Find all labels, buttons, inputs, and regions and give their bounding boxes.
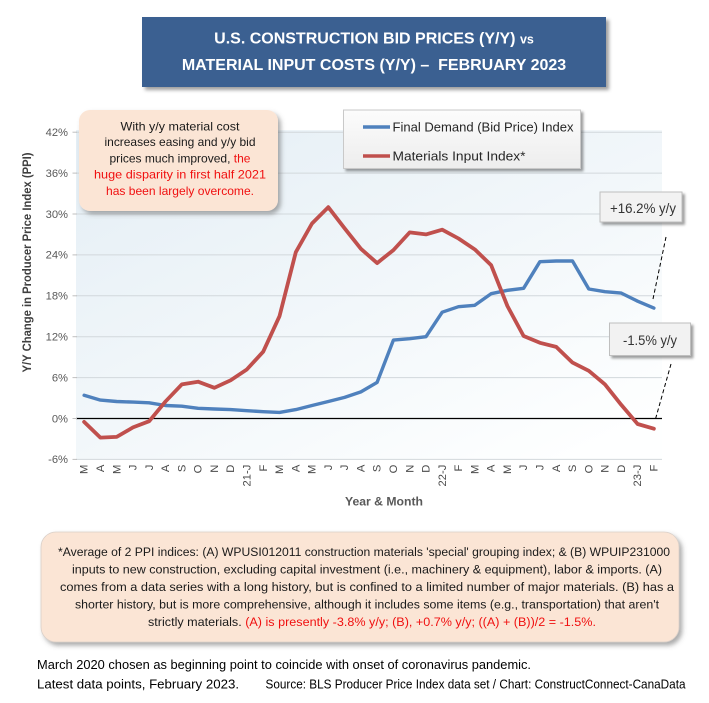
svg-text:M: M (274, 465, 286, 474)
svg-text:D: D (616, 465, 628, 473)
svg-text:strictly materials. (A) is pre: strictly materials. (A) is presently -3.… (148, 615, 596, 629)
svg-text:prices much improved, the: prices much improved, the (110, 151, 251, 165)
svg-text:increases easing and y/y bid: increases easing and y/y bid (105, 135, 256, 149)
svg-text:A: A (160, 464, 172, 472)
svg-text:MATERIAL INPUT COSTS (Y/Y) –: MATERIAL INPUT COSTS (Y/Y) – FEBRUARY 20… (182, 57, 566, 74)
svg-text:J: J (339, 465, 351, 471)
svg-text:N: N (600, 465, 612, 473)
svg-text:J: J (518, 465, 530, 471)
svg-text:Latest data points, February 2: Latest data points, February 2023. (37, 677, 239, 692)
svg-text:M: M (469, 465, 481, 474)
svg-text:A: A (486, 464, 498, 472)
svg-text:D: D (225, 465, 237, 473)
svg-text:12%: 12% (46, 332, 68, 344)
svg-text:24%: 24% (46, 250, 68, 262)
svg-text:S: S (176, 465, 188, 472)
svg-text:21-J: 21-J (242, 465, 254, 487)
svg-text:-1.5% y/y: -1.5% y/y (623, 333, 677, 348)
svg-text:23-J: 23-J (632, 465, 644, 487)
svg-text:M: M (502, 465, 514, 474)
svg-text:Materials Input Index*: Materials Input Index* (393, 150, 526, 164)
svg-text:M: M (79, 465, 91, 474)
svg-text:30%: 30% (46, 209, 68, 221)
svg-text:M: M (111, 465, 123, 474)
svg-text:With y/y material cost: With y/y material cost (121, 119, 241, 133)
svg-text:Final Demand (Bid Price) Index: Final Demand (Bid Price) Index (393, 121, 575, 135)
svg-text:inputs to new construction, ex: inputs to new construction, excluding ca… (72, 563, 662, 577)
svg-text:A: A (356, 464, 368, 472)
svg-text:D: D (421, 465, 433, 473)
svg-text:18%: 18% (46, 291, 68, 303)
svg-text:O: O (193, 464, 205, 473)
svg-text:22-J: 22-J (437, 465, 449, 487)
svg-text:Source: BLS Producer Price Ind: Source: BLS Producer Price Index data se… (266, 677, 687, 692)
svg-text:S: S (567, 465, 579, 472)
svg-text:A: A (95, 464, 107, 472)
svg-text:Year & Month: Year & Month (345, 495, 423, 509)
svg-text:36%: 36% (46, 168, 68, 180)
svg-text:shorter history, but is more c: shorter history, but is more comprehensi… (75, 598, 660, 612)
svg-text:0%: 0% (52, 413, 68, 425)
svg-text:March 2020 chosen as beginning: March 2020 chosen as beginning point to … (37, 657, 531, 672)
svg-text:huge disparity in first half 2: huge disparity in first half 2021 (94, 168, 266, 182)
svg-text:J: J (128, 465, 140, 471)
svg-text:O: O (583, 464, 595, 473)
svg-text:+16.2% y/y: +16.2% y/y (610, 201, 676, 216)
svg-text:A: A (290, 464, 302, 472)
svg-text:U.S. CONSTRUCTION BID PRICES (: U.S. CONSTRUCTION BID PRICES (Y/Y) vs (214, 31, 534, 48)
svg-text:N: N (404, 465, 416, 473)
svg-text:F: F (649, 465, 661, 472)
svg-text:F: F (453, 465, 465, 472)
svg-text:A: A (551, 464, 563, 472)
svg-text:Y/Y Change in Producer Price I: Y/Y Change in Producer Price Index (PPI) (20, 153, 34, 373)
svg-text:F: F (258, 465, 270, 472)
svg-text:J: J (535, 465, 547, 471)
svg-text:J: J (144, 465, 156, 471)
svg-text:J: J (323, 465, 335, 471)
svg-text:M: M (307, 465, 319, 474)
svg-text:O: O (388, 464, 400, 473)
svg-text:-6%: -6% (48, 454, 68, 466)
svg-text:*Average of 2 PPI indices: (A): *Average of 2 PPI indices: (A) WPUSI0120… (58, 545, 670, 559)
svg-text:comes from a data series with: comes from a data series with a long his… (60, 580, 674, 594)
svg-text:42%: 42% (46, 127, 68, 139)
svg-text:6%: 6% (52, 372, 68, 384)
svg-text:N: N (209, 465, 221, 473)
svg-text:S: S (372, 465, 384, 472)
svg-text:has been largely overcome.: has been largely overcome. (106, 184, 254, 198)
